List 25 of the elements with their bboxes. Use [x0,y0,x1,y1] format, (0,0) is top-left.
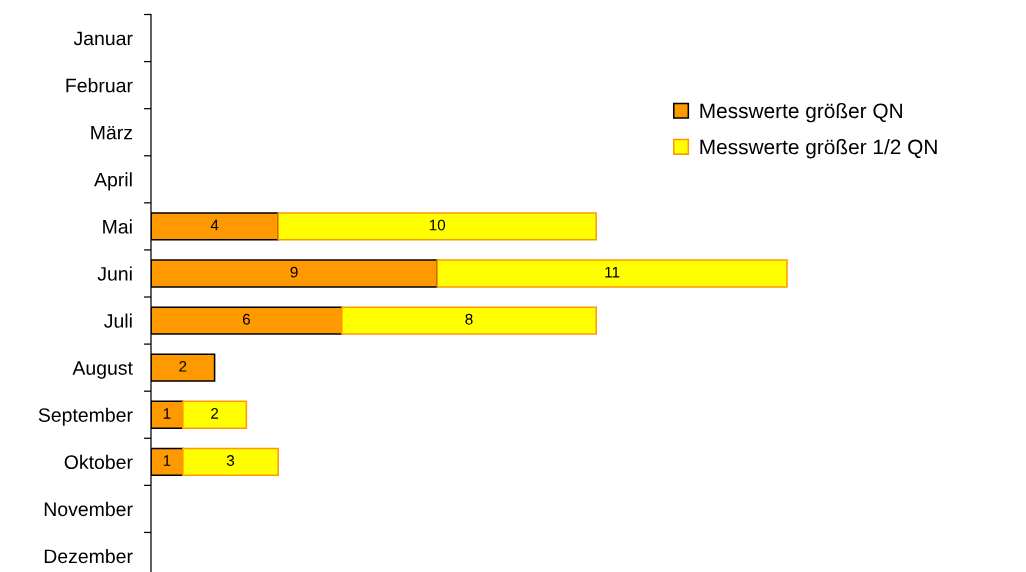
y-tick-label: Oktober [64,454,133,470]
data-label: 1 [163,455,171,466]
legend-label: Messwerte größer QN [700,102,902,123]
y-tick-label: September [38,407,133,426]
legend-label: Messwerte größer 1/2 QN [700,139,937,159]
data-label: 2 [179,360,187,372]
y-tick-label: Dezember [44,548,133,564]
data-label: 3 [226,455,235,466]
y-tick-label: August [72,361,133,379]
data-label: 10 [429,219,446,231]
data-label: 6 [242,313,250,325]
data-label: 1 [163,408,171,419]
data-label: 2 [211,408,219,419]
data-label: 11 [605,266,620,278]
data-label: 4 [210,219,219,231]
y-tick-label: April [94,172,132,191]
y-tick-label: März [91,125,132,140]
y-tick-label: Januar [73,31,133,46]
data-label: 9 [290,266,298,278]
y-tick-label: November [44,501,133,517]
y-tick-label: Juni [97,266,132,281]
data-label: 8 [465,313,473,325]
y-tick-label: Juli [104,313,132,328]
y-tick-label: Mai [103,219,132,234]
y-tick-label: Februar [66,78,133,93]
